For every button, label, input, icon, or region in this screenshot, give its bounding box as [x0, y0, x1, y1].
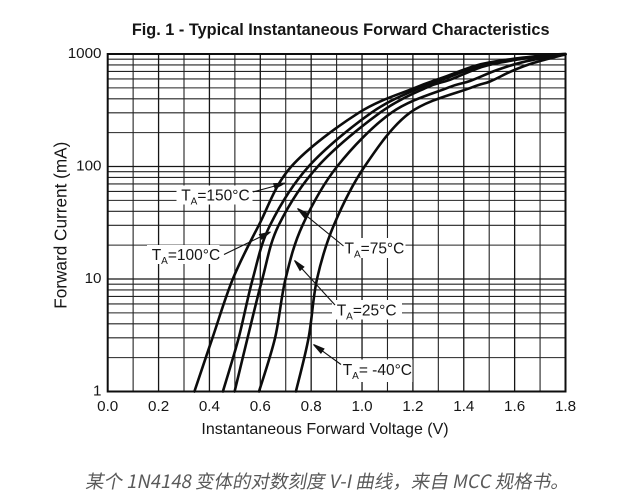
svg-text:1: 1 — [93, 383, 101, 400]
svg-text:Instantaneous Forward Voltage: Instantaneous Forward Voltage (V) — [201, 421, 448, 438]
svg-text:0.0: 0.0 — [97, 398, 118, 415]
svg-text:1.8: 1.8 — [555, 398, 576, 415]
svg-text:Fig. 1 - Typical Instantaneous: Fig. 1 - Typical Instantaneous Forward C… — [132, 21, 550, 39]
svg-text:1.0: 1.0 — [351, 398, 372, 415]
svg-text:100: 100 — [76, 158, 101, 175]
svg-text:TA=150°C: TA=150°C — [181, 188, 249, 208]
svg-text:0.4: 0.4 — [199, 398, 220, 415]
svg-text:1.6: 1.6 — [504, 398, 525, 415]
svg-text:0.2: 0.2 — [148, 398, 169, 415]
svg-text:TA=75°C: TA=75°C — [345, 240, 405, 260]
svg-text:TA= -40°C: TA= -40°C — [343, 362, 412, 382]
svg-text:TA=25°C: TA=25°C — [337, 302, 397, 322]
svg-text:0.8: 0.8 — [301, 398, 322, 415]
svg-text:0.6: 0.6 — [250, 398, 271, 415]
svg-text:1.2: 1.2 — [402, 398, 423, 415]
svg-text:TA=100°C: TA=100°C — [152, 247, 220, 267]
svg-text:1.4: 1.4 — [453, 398, 474, 415]
svg-text:Forward Current (mA): Forward Current (mA) — [51, 142, 71, 309]
svg-text:10: 10 — [85, 270, 102, 287]
svg-text:1000: 1000 — [68, 45, 102, 62]
